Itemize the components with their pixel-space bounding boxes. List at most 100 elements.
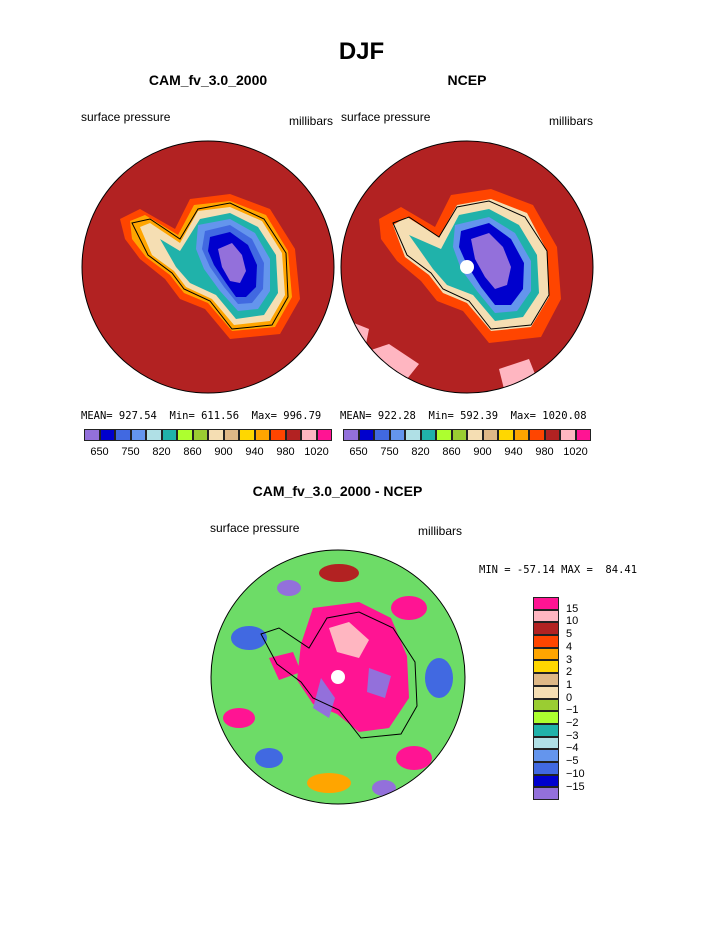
colorbar-tick-label: 750 [121,446,140,458]
colorbar-tick-label: −10 [566,767,585,780]
colorbar-tick-label: −4 [566,742,579,755]
colorbar-tick-label: 940 [504,446,523,458]
colorbar-difference-labels: 15 10 5 4 3 2 1 0 −1 −2 −3 −4 −5 −10 −15 [566,597,606,803]
colorbar-swatch [270,429,286,441]
colorbar-swatch [513,429,529,441]
colorbar-swatch [405,429,421,441]
colorbar-swatch [84,429,100,441]
colorbar-swatch [533,609,559,623]
panel-stats: MEAN= 927.54 Min= 611.56 Max= 996.79 [81,410,322,422]
colorbar-tick-label: 15 [566,602,579,615]
panel-title-obs: NCEP [447,72,487,88]
colorbar-swatch [115,429,131,441]
colorbar-tick-label: 860 [442,446,461,458]
colorbar-swatch [533,635,559,648]
colorbar-swatch [467,429,483,441]
map-difference [210,549,466,805]
colorbar-swatch [374,429,390,441]
colorbar-swatch [451,429,467,441]
colorbar-tick-label: 820 [152,446,171,458]
colorbar-swatch [533,774,559,788]
colorbar-swatch [544,429,560,441]
colorbar-tick-label: 650 [90,446,109,458]
page-title: DJF [338,38,385,65]
colorbar-tick-label: 750 [380,446,399,458]
colorbar-swatch [533,761,559,775]
colorbar-tick-label: 1020 [304,446,329,458]
colorbar-model-labels: 650 750 820 860 900 940 980 1020 [84,446,332,460]
panel-stats: MIN = -57.14 MAX = 84.41 [479,564,638,576]
colorbar-swatch [285,429,301,441]
colorbar-swatch [130,429,146,441]
colorbar-obs [343,429,591,441]
panel-left-label: surface pressure [81,110,171,124]
colorbar-swatch [146,429,162,441]
colorbar-swatch [533,723,559,737]
colorbar-swatch [161,429,177,441]
colorbar-swatch [208,429,224,441]
colorbar-tick-label: 4 [566,640,573,653]
panel-left-label: surface pressure [210,521,300,535]
colorbar-swatch [533,698,559,712]
panel-title-diff: CAM_fv_3.0_2000 - NCEP [252,483,423,499]
colorbar-swatch [533,673,559,686]
colorbar-swatch [316,429,332,441]
panel-stats: MEAN= 922.28 Min= 592.39 Max= 1020.08 [340,410,587,422]
colorbar-swatch [533,622,559,636]
colorbar-swatch [239,429,255,441]
colorbar-swatch [533,749,559,762]
panel-units-label: millibars [289,114,334,128]
colorbar-tick-label: 900 [473,446,492,458]
colorbar-tick-label: 5 [566,628,573,641]
colorbar-swatch [389,429,405,441]
colorbar-obs-labels: 650 750 820 860 900 940 980 1020 [343,446,591,460]
colorbar-tick-label: 900 [214,446,233,458]
colorbar-swatch [192,429,208,441]
panel-title-model: CAM_fv_3.0_2000 [148,72,268,88]
colorbar-swatch [343,429,359,441]
colorbar-swatch [177,429,193,441]
colorbar-swatch [254,429,270,441]
colorbar-tick-label: −1 [566,704,579,717]
map-obs-pressure [340,140,594,394]
colorbar-swatch [533,647,559,661]
colorbar-tick-label: 940 [245,446,264,458]
colorbar-tick-label: 860 [183,446,202,458]
colorbar-swatch [529,429,545,441]
colorbar-model [84,429,332,441]
colorbar-tick-label: −15 [566,780,585,793]
colorbar-swatch [575,429,591,441]
panel-left-label: surface pressure [341,110,431,124]
colorbar-difference [533,597,559,800]
colorbar-swatch [533,711,559,724]
colorbar-tick-label: 820 [411,446,430,458]
panel-units-label: millibars [418,524,463,538]
colorbar-tick-label: 10 [566,615,579,628]
colorbar-swatch [533,660,559,674]
colorbar-swatch [436,429,452,441]
colorbar-swatch [420,429,436,441]
colorbar-swatch [533,787,559,800]
colorbar-swatch [482,429,498,441]
colorbar-swatch [560,429,576,441]
colorbar-tick-label: 2 [566,666,573,679]
colorbar-tick-label: −5 [566,755,579,768]
colorbar-swatch [533,736,559,750]
colorbar-tick-label: 980 [276,446,295,458]
colorbar-tick-label: 1 [566,678,573,691]
colorbar-swatch [358,429,374,441]
colorbar-tick-label: 650 [349,446,368,458]
panel-units-label: millibars [549,114,594,128]
colorbar-swatch [301,429,317,441]
colorbar-tick-label: 980 [535,446,554,458]
colorbar-swatch [223,429,239,441]
colorbar-tick-label: 1020 [563,446,588,458]
colorbar-swatch [99,429,115,441]
colorbar-tick-label: −3 [566,729,579,742]
colorbar-tick-label: −2 [566,717,579,729]
colorbar-tick-label: 0 [566,691,573,704]
map-model-pressure [81,140,335,394]
colorbar-swatch [533,597,559,610]
colorbar-swatch [498,429,514,441]
colorbar-swatch [533,685,559,699]
